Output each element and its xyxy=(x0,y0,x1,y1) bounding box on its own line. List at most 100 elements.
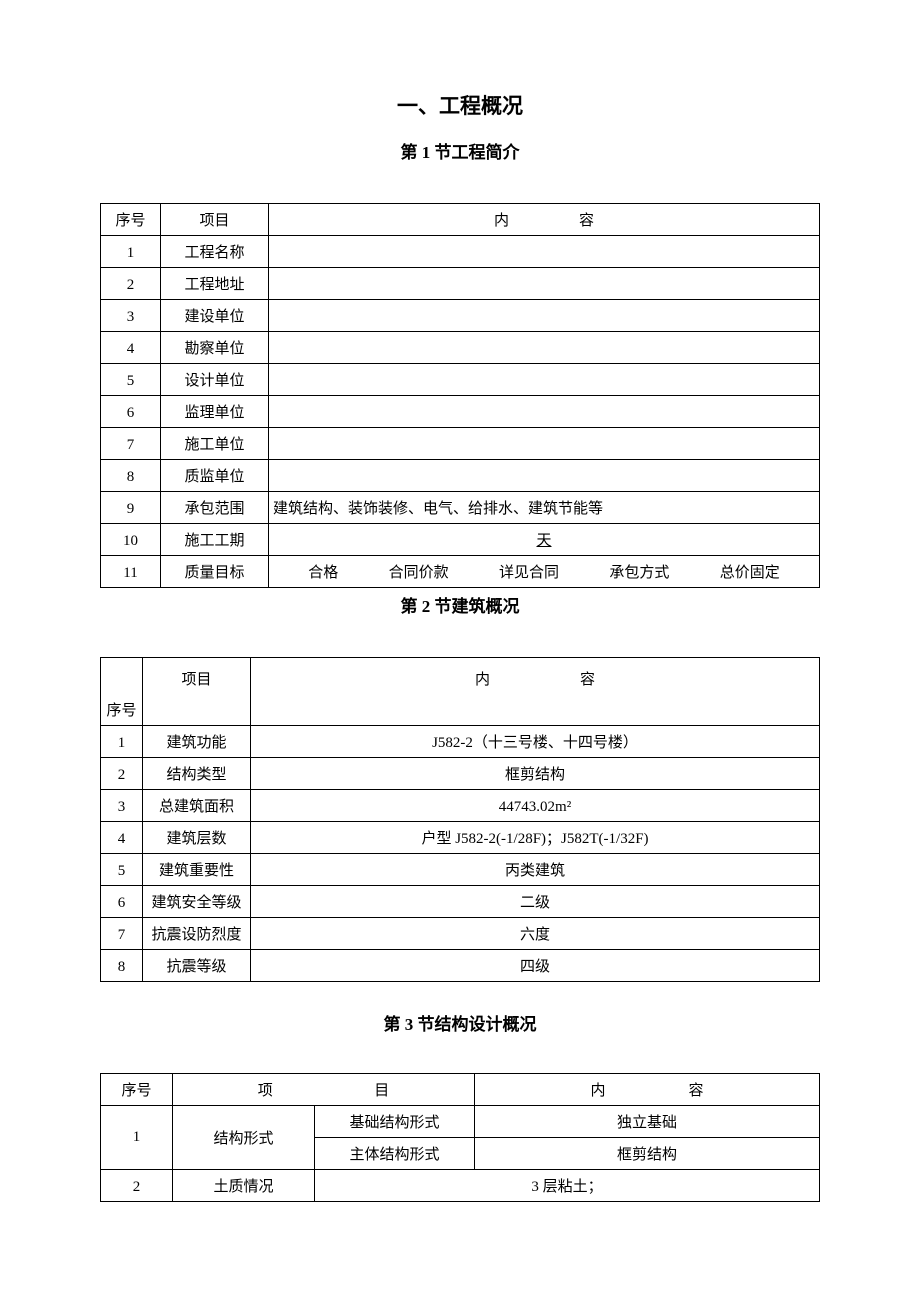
cell-num: 4 xyxy=(101,822,143,854)
cell-num: 10 xyxy=(101,524,161,556)
col-header-item-b: 目 xyxy=(374,1079,389,1100)
cell-content: 天 xyxy=(269,524,820,556)
cell-num: 8 xyxy=(101,950,143,982)
table-row: 6监理单位 xyxy=(101,396,820,428)
table-row: 1 结构形式 基础结构形式 独立基础 xyxy=(101,1106,820,1138)
cell-num: 8 xyxy=(101,460,161,492)
cell-num: 5 xyxy=(101,364,161,396)
cell-num: 1 xyxy=(101,726,143,758)
cell-content: 3 层粘土； xyxy=(315,1170,820,1202)
cell-content: 框剪结构 xyxy=(251,758,820,790)
heading-section2: 第 2 节建筑概况 xyxy=(100,592,820,617)
cell-content: 六度 xyxy=(251,918,820,950)
col-header-content: 内 容 xyxy=(269,204,820,236)
table-header-row: 序号 项目 内 容 xyxy=(101,658,820,726)
col-header-content: 内 容 xyxy=(475,1074,820,1106)
cell-content-underline: 天 xyxy=(536,533,551,549)
col-header-content-a: 内 xyxy=(494,209,509,230)
col-header-item: 项目 xyxy=(161,204,269,236)
cell-item: 建筑功能 xyxy=(143,726,251,758)
cell-content: 44743.02m² xyxy=(251,790,820,822)
cell-content: 独立基础 xyxy=(475,1106,820,1138)
table-row: 11 质量目标 合格 合同价款 详见合同 承包方式 总价固定 xyxy=(101,556,820,588)
table-row: 7抗震设防烈度六度 xyxy=(101,918,820,950)
cell-content: 户型 J582-2(-1/28F)；J582T(-1/32F) xyxy=(251,822,820,854)
cell-num: 2 xyxy=(101,268,161,300)
cell-item: 工程名称 xyxy=(161,236,269,268)
cell-num: 11 xyxy=(101,556,161,588)
table-row: 1建筑功能J582-2（十三号楼、十四号楼） xyxy=(101,726,820,758)
cell-item: 建筑层数 xyxy=(143,822,251,854)
cell-subitem: 基础结构形式 xyxy=(315,1106,475,1138)
cell-num: 1 xyxy=(101,236,161,268)
cell-content xyxy=(269,236,820,268)
cell-content xyxy=(269,460,820,492)
col-header-content-a: 内 xyxy=(590,1079,605,1100)
cell-item: 结构类型 xyxy=(143,758,251,790)
table-row: 6建筑安全等级二级 xyxy=(101,886,820,918)
col-header-content-b: 容 xyxy=(579,209,594,230)
cell-content: J582-2（十三号楼、十四号楼） xyxy=(251,726,820,758)
cell-item: 勘察单位 xyxy=(161,332,269,364)
cell-item: 质监单位 xyxy=(161,460,269,492)
table-row: 5设计单位 xyxy=(101,364,820,396)
col-header-content: 内 容 xyxy=(251,658,820,726)
cell-content: 丙类建筑 xyxy=(251,854,820,886)
col-header-num: 序号 xyxy=(101,204,161,236)
cell-num: 1 xyxy=(101,1106,173,1170)
cell-item: 抗震设防烈度 xyxy=(143,918,251,950)
cell-num: 6 xyxy=(101,396,161,428)
table-structure-design: 序号 项 目 内 容 1 结构形式 基础结构形式 独立基础 主体结构形式 框剪结… xyxy=(100,1073,820,1202)
cell-multi-4: 总价固定 xyxy=(720,561,780,582)
col-header-item: 项 目 xyxy=(173,1074,475,1106)
cell-multi-2: 详见合同 xyxy=(499,561,559,582)
cell-item: 抗震等级 xyxy=(143,950,251,982)
col-header-content-a: 内 xyxy=(475,668,490,689)
cell-item: 质量目标 xyxy=(161,556,269,588)
table-row: 2 土质情况 3 层粘土； xyxy=(101,1170,820,1202)
cell-item: 工程地址 xyxy=(161,268,269,300)
cell-item: 总建筑面积 xyxy=(143,790,251,822)
cell-num: 7 xyxy=(101,918,143,950)
cell-num: 5 xyxy=(101,854,143,886)
cell-num: 6 xyxy=(101,886,143,918)
table-row: 8质监单位 xyxy=(101,460,820,492)
cell-num: 9 xyxy=(101,492,161,524)
cell-item: 施工单位 xyxy=(161,428,269,460)
cell-content: 四级 xyxy=(251,950,820,982)
cell-item: 承包范围 xyxy=(161,492,269,524)
cell-content xyxy=(269,396,820,428)
col-header-item: 项目 xyxy=(143,658,251,726)
table-row: 7施工单位 xyxy=(101,428,820,460)
cell-item: 设计单位 xyxy=(161,364,269,396)
cell-num: 7 xyxy=(101,428,161,460)
table-row: 4勘察单位 xyxy=(101,332,820,364)
heading-section1: 第 1 节工程简介 xyxy=(100,138,820,163)
cell-num: 4 xyxy=(101,332,161,364)
cell-item: 建筑重要性 xyxy=(143,854,251,886)
cell-num: 3 xyxy=(101,790,143,822)
cell-num: 2 xyxy=(101,758,143,790)
cell-item: 结构形式 xyxy=(173,1106,315,1170)
cell-num: 3 xyxy=(101,300,161,332)
table-row: 2工程地址 xyxy=(101,268,820,300)
cell-num: 2 xyxy=(101,1170,173,1202)
cell-item: 监理单位 xyxy=(161,396,269,428)
cell-content xyxy=(269,268,820,300)
table-header-row: 序号 项目 内 容 xyxy=(101,204,820,236)
table-row: 10施工工期天 xyxy=(101,524,820,556)
cell-item: 建设单位 xyxy=(161,300,269,332)
col-header-item-a: 项 xyxy=(258,1079,273,1100)
table-row: 1工程名称 xyxy=(101,236,820,268)
cell-content xyxy=(269,428,820,460)
table-header-row: 序号 项 目 内 容 xyxy=(101,1074,820,1106)
cell-content: 合格 合同价款 详见合同 承包方式 总价固定 xyxy=(269,556,820,588)
table-row: 4建筑层数户型 J582-2(-1/28F)；J582T(-1/32F) xyxy=(101,822,820,854)
table-row: 9承包范围建筑结构、装饰装修、电气、给排水、建筑节能等 xyxy=(101,492,820,524)
cell-content: 二级 xyxy=(251,886,820,918)
heading-main: 一、工程概况 xyxy=(100,90,820,120)
cell-content xyxy=(269,364,820,396)
col-header-content-b: 容 xyxy=(580,668,595,689)
cell-content xyxy=(269,300,820,332)
table-row: 2结构类型框剪结构 xyxy=(101,758,820,790)
